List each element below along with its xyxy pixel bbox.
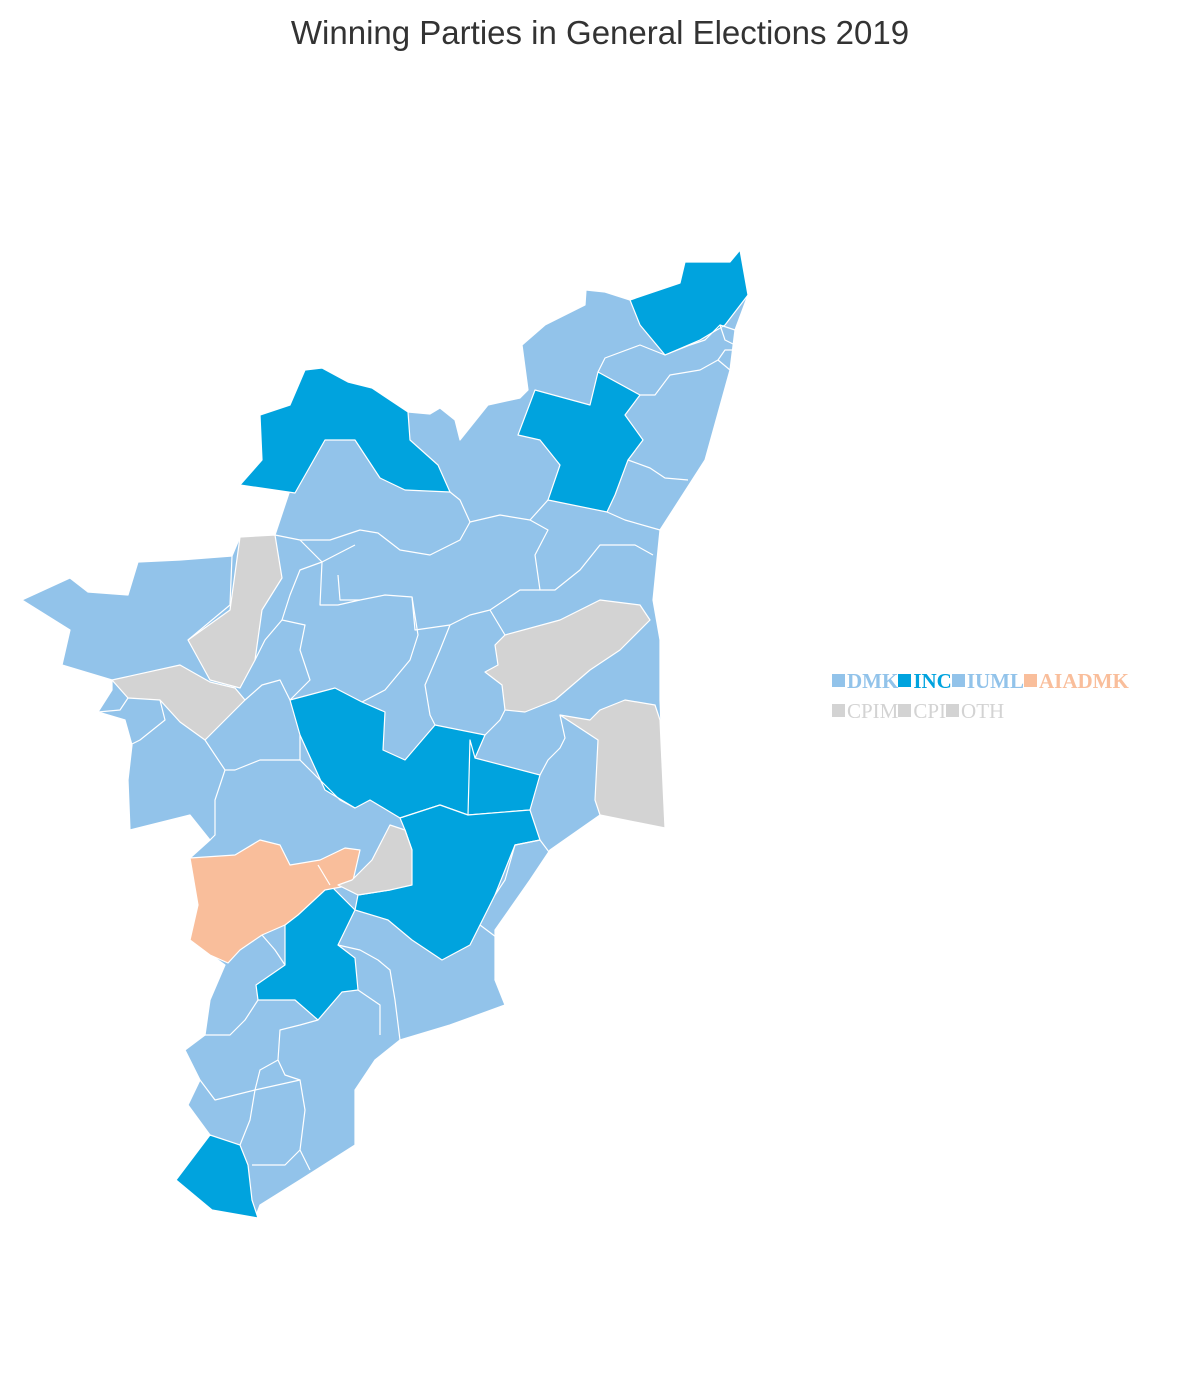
legend-row-1: DMK INC IUML AIADMK [832, 666, 1129, 696]
legend-item-iuml[interactable]: IUML [951, 666, 1025, 696]
legend-label-cpim: CPIM [847, 699, 899, 723]
legend-swatch-aiadmk [1024, 674, 1038, 687]
region-inc-northeast [517, 371, 644, 513]
legend-label-inc: INC [913, 669, 952, 693]
region-grey-south [337, 824, 413, 896]
region-inc-north [629, 249, 749, 356]
constituency-borders [97, 324, 741, 1171]
legend-label-cpi: CPI [913, 699, 947, 723]
legend-swatch-cpim [832, 704, 845, 717]
legend-swatch-cpi [898, 704, 912, 717]
legend-row-2: CPIM CPI OTH [832, 696, 1129, 726]
region-grey-east [484, 599, 651, 713]
legend-item-cpi[interactable]: CPI [898, 696, 946, 726]
map-title: Winning Parties in General Elections 201… [290, 14, 910, 51]
region-inc-northwest [239, 367, 451, 494]
legend-item-dmk[interactable]: DMK [832, 666, 898, 696]
region-grey-southwest [111, 664, 246, 741]
legend-item-oth[interactable]: OTH [946, 696, 1004, 726]
legend-swatch-inc [898, 674, 912, 687]
legend-swatch-iuml [951, 674, 965, 687]
legend-item-cpim[interactable]: CPIM [832, 696, 898, 726]
legend-swatch-oth [946, 704, 960, 717]
region-grey-west [187, 534, 283, 689]
legend-label-aiadmk: AIADMK [1039, 669, 1129, 693]
region-aiadmk [189, 839, 361, 964]
legend-label-oth: OTH [961, 699, 1005, 723]
legend-swatch-dmk [832, 674, 845, 687]
region-inc-tip [175, 1134, 259, 1219]
legend-item-aiadmk[interactable]: AIADMK [1024, 666, 1129, 696]
legend-label-iuml: IUML [966, 669, 1025, 693]
region-grey-coast [559, 699, 666, 829]
legend: DMK INC IUML AIADMK CPIM CPI OTH [832, 666, 1129, 726]
legend-label-dmk: DMK [847, 669, 899, 693]
legend-item-inc[interactable]: INC [898, 666, 952, 696]
